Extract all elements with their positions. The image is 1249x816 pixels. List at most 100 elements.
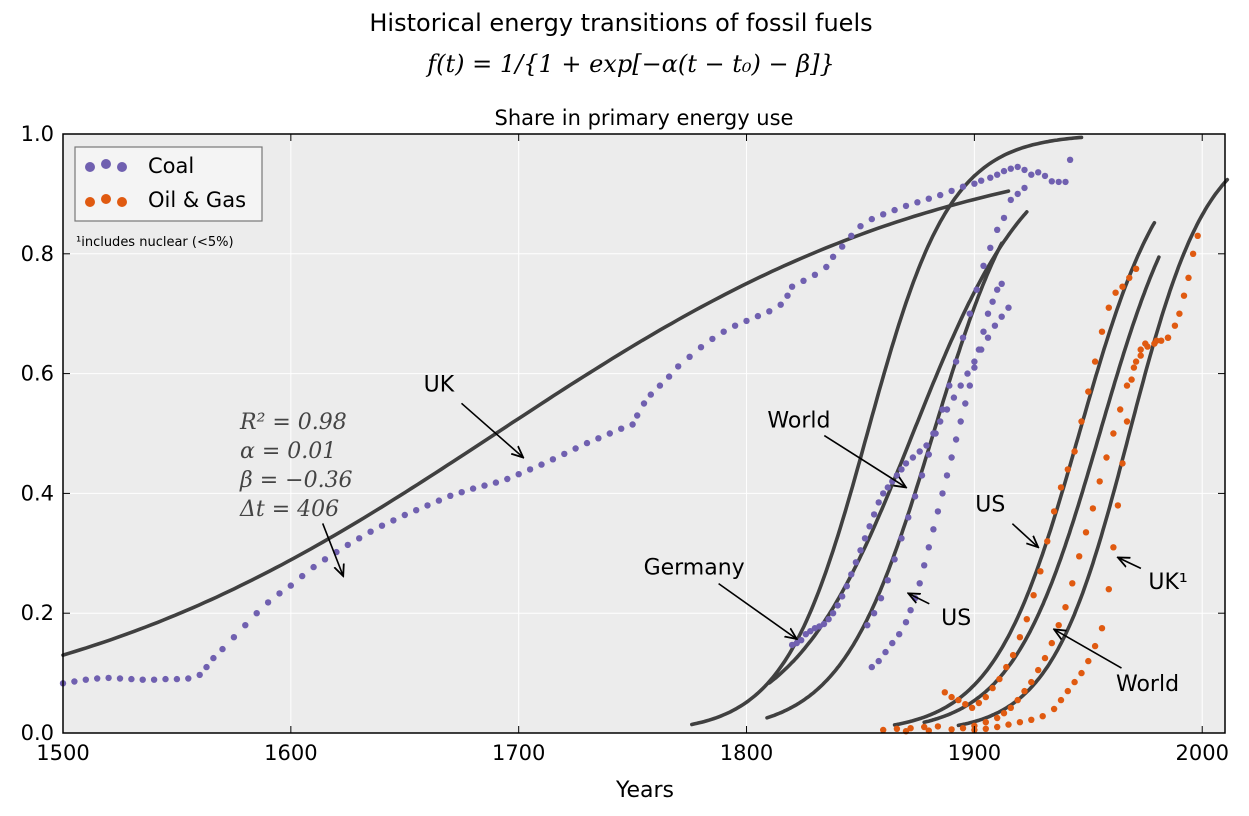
data-point — [561, 450, 568, 458]
data-point — [861, 535, 869, 542]
fit-stat: Δt = 406 — [239, 497, 339, 522]
data-point — [898, 466, 905, 473]
data-point — [1041, 172, 1049, 180]
data-point — [1137, 346, 1144, 353]
data-point — [880, 490, 887, 497]
data-point — [870, 511, 878, 518]
annotation-label: World — [767, 409, 830, 434]
data-point — [868, 215, 875, 223]
legend-marker-oil-gas — [117, 197, 127, 207]
data-point — [980, 262, 987, 269]
y-tick-label: 1.0 — [21, 122, 54, 146]
annotation-label: US — [975, 492, 1005, 517]
fit-stat: β = −0.36 — [239, 468, 353, 493]
data-point — [839, 243, 846, 250]
data-point — [743, 317, 750, 325]
data-point — [481, 482, 488, 489]
data-point — [868, 663, 875, 671]
data-point — [1098, 328, 1106, 335]
data-point — [907, 607, 914, 614]
data-point — [413, 507, 420, 514]
data-point — [921, 723, 928, 731]
data-point — [94, 675, 101, 682]
annotation-label: US — [941, 606, 971, 631]
data-point — [902, 202, 910, 210]
data-point — [966, 310, 973, 317]
data-point — [982, 725, 989, 732]
data-point — [987, 244, 994, 251]
data-point — [891, 206, 898, 214]
data-point — [1078, 418, 1085, 425]
annotation-label: Germany — [644, 555, 745, 580]
data-point — [1091, 642, 1099, 650]
data-point — [875, 499, 882, 506]
x-tick-label: 1500 — [36, 741, 89, 765]
data-point — [549, 456, 557, 463]
data-point — [994, 286, 1001, 293]
data-point — [934, 508, 942, 515]
data-point — [1153, 337, 1160, 344]
data-point — [973, 286, 980, 293]
data-point — [857, 223, 864, 230]
data-point — [1180, 292, 1188, 299]
data-point — [998, 280, 1005, 287]
data-point — [299, 572, 306, 580]
data-point — [1105, 586, 1113, 593]
data-point — [991, 322, 999, 329]
annotations: UK World Germany US US UK¹ World — [321, 373, 1188, 697]
data-point — [893, 472, 901, 479]
data-point — [943, 472, 951, 479]
data-point — [1194, 232, 1201, 239]
data-point — [1016, 634, 1024, 641]
data-point — [870, 610, 878, 617]
data-point — [909, 454, 917, 461]
data-point — [1009, 651, 1017, 659]
data-point — [1000, 710, 1008, 717]
annotation-arrow — [1011, 523, 1038, 548]
annotation-label: World — [1116, 672, 1179, 697]
data-point — [866, 523, 873, 530]
data-point — [952, 358, 960, 365]
data-point — [948, 454, 955, 461]
data-point — [264, 599, 272, 606]
data-point — [242, 622, 249, 629]
data-point — [1164, 334, 1172, 341]
data-point — [105, 674, 112, 682]
data-point — [930, 526, 937, 533]
data-point — [1007, 704, 1014, 711]
fit-stat: R² = 0.98 — [239, 410, 347, 435]
data-point — [1000, 167, 1008, 175]
fit-curve — [922, 255, 1161, 725]
data-point — [1048, 178, 1056, 185]
data-point — [1137, 352, 1144, 359]
data-point — [916, 580, 923, 587]
data-point — [1014, 163, 1021, 171]
x-axis-label: Years — [615, 778, 674, 803]
data-point — [1035, 169, 1042, 176]
data-point — [807, 628, 814, 635]
data-point — [310, 563, 317, 571]
x-tick-label: 1900 — [948, 741, 1001, 765]
data-point — [777, 301, 784, 308]
legend-marker-oil-gas — [85, 197, 95, 207]
plot-area — [63, 134, 1225, 733]
data-point — [978, 177, 985, 184]
data-point — [918, 472, 926, 479]
data-point — [1117, 406, 1124, 413]
data-point — [173, 675, 181, 683]
data-point — [526, 466, 534, 473]
data-point — [82, 676, 90, 683]
data-point — [932, 430, 939, 437]
data-point — [1119, 283, 1126, 290]
data-point — [987, 174, 994, 181]
data-point — [898, 535, 905, 542]
data-point — [957, 382, 964, 389]
data-point — [253, 610, 260, 617]
data-point — [1064, 466, 1072, 473]
chart-title: Historical energy transitions of fossil … — [369, 9, 872, 37]
x-tick-label: 1600 — [264, 741, 317, 765]
data-point — [1028, 678, 1035, 686]
data-point — [939, 490, 946, 497]
x-tick-label: 1800 — [720, 741, 773, 765]
data-point — [1119, 460, 1126, 467]
